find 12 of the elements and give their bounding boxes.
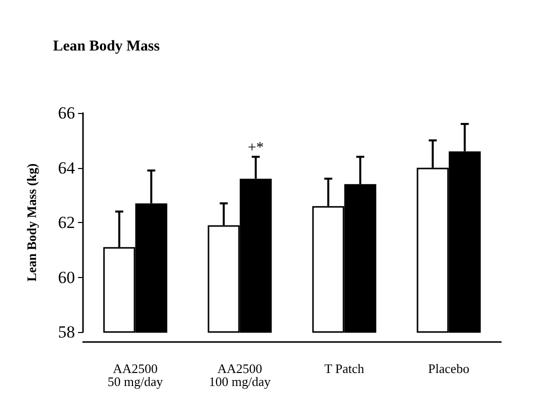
y-tick-label: 60 xyxy=(58,268,75,287)
y-tick-label: 62 xyxy=(58,213,75,232)
x-tick-label: T Patch xyxy=(324,361,365,376)
y-tick-label: 64 xyxy=(58,158,76,178)
x-tick-label: AA2500 50 mg/day xyxy=(108,361,164,389)
x-tick-label: AA2500 100 mg/day xyxy=(208,361,272,389)
chart-title: Lean Body Mass xyxy=(53,38,160,54)
y-axis-title: Lean Body Mass (kg) xyxy=(24,163,39,282)
y-tick-label: 66 xyxy=(58,104,75,122)
y-tick-label: 58 xyxy=(58,322,75,342)
x-tick-label: Placebo xyxy=(428,361,470,376)
annotation: +* xyxy=(248,140,264,156)
